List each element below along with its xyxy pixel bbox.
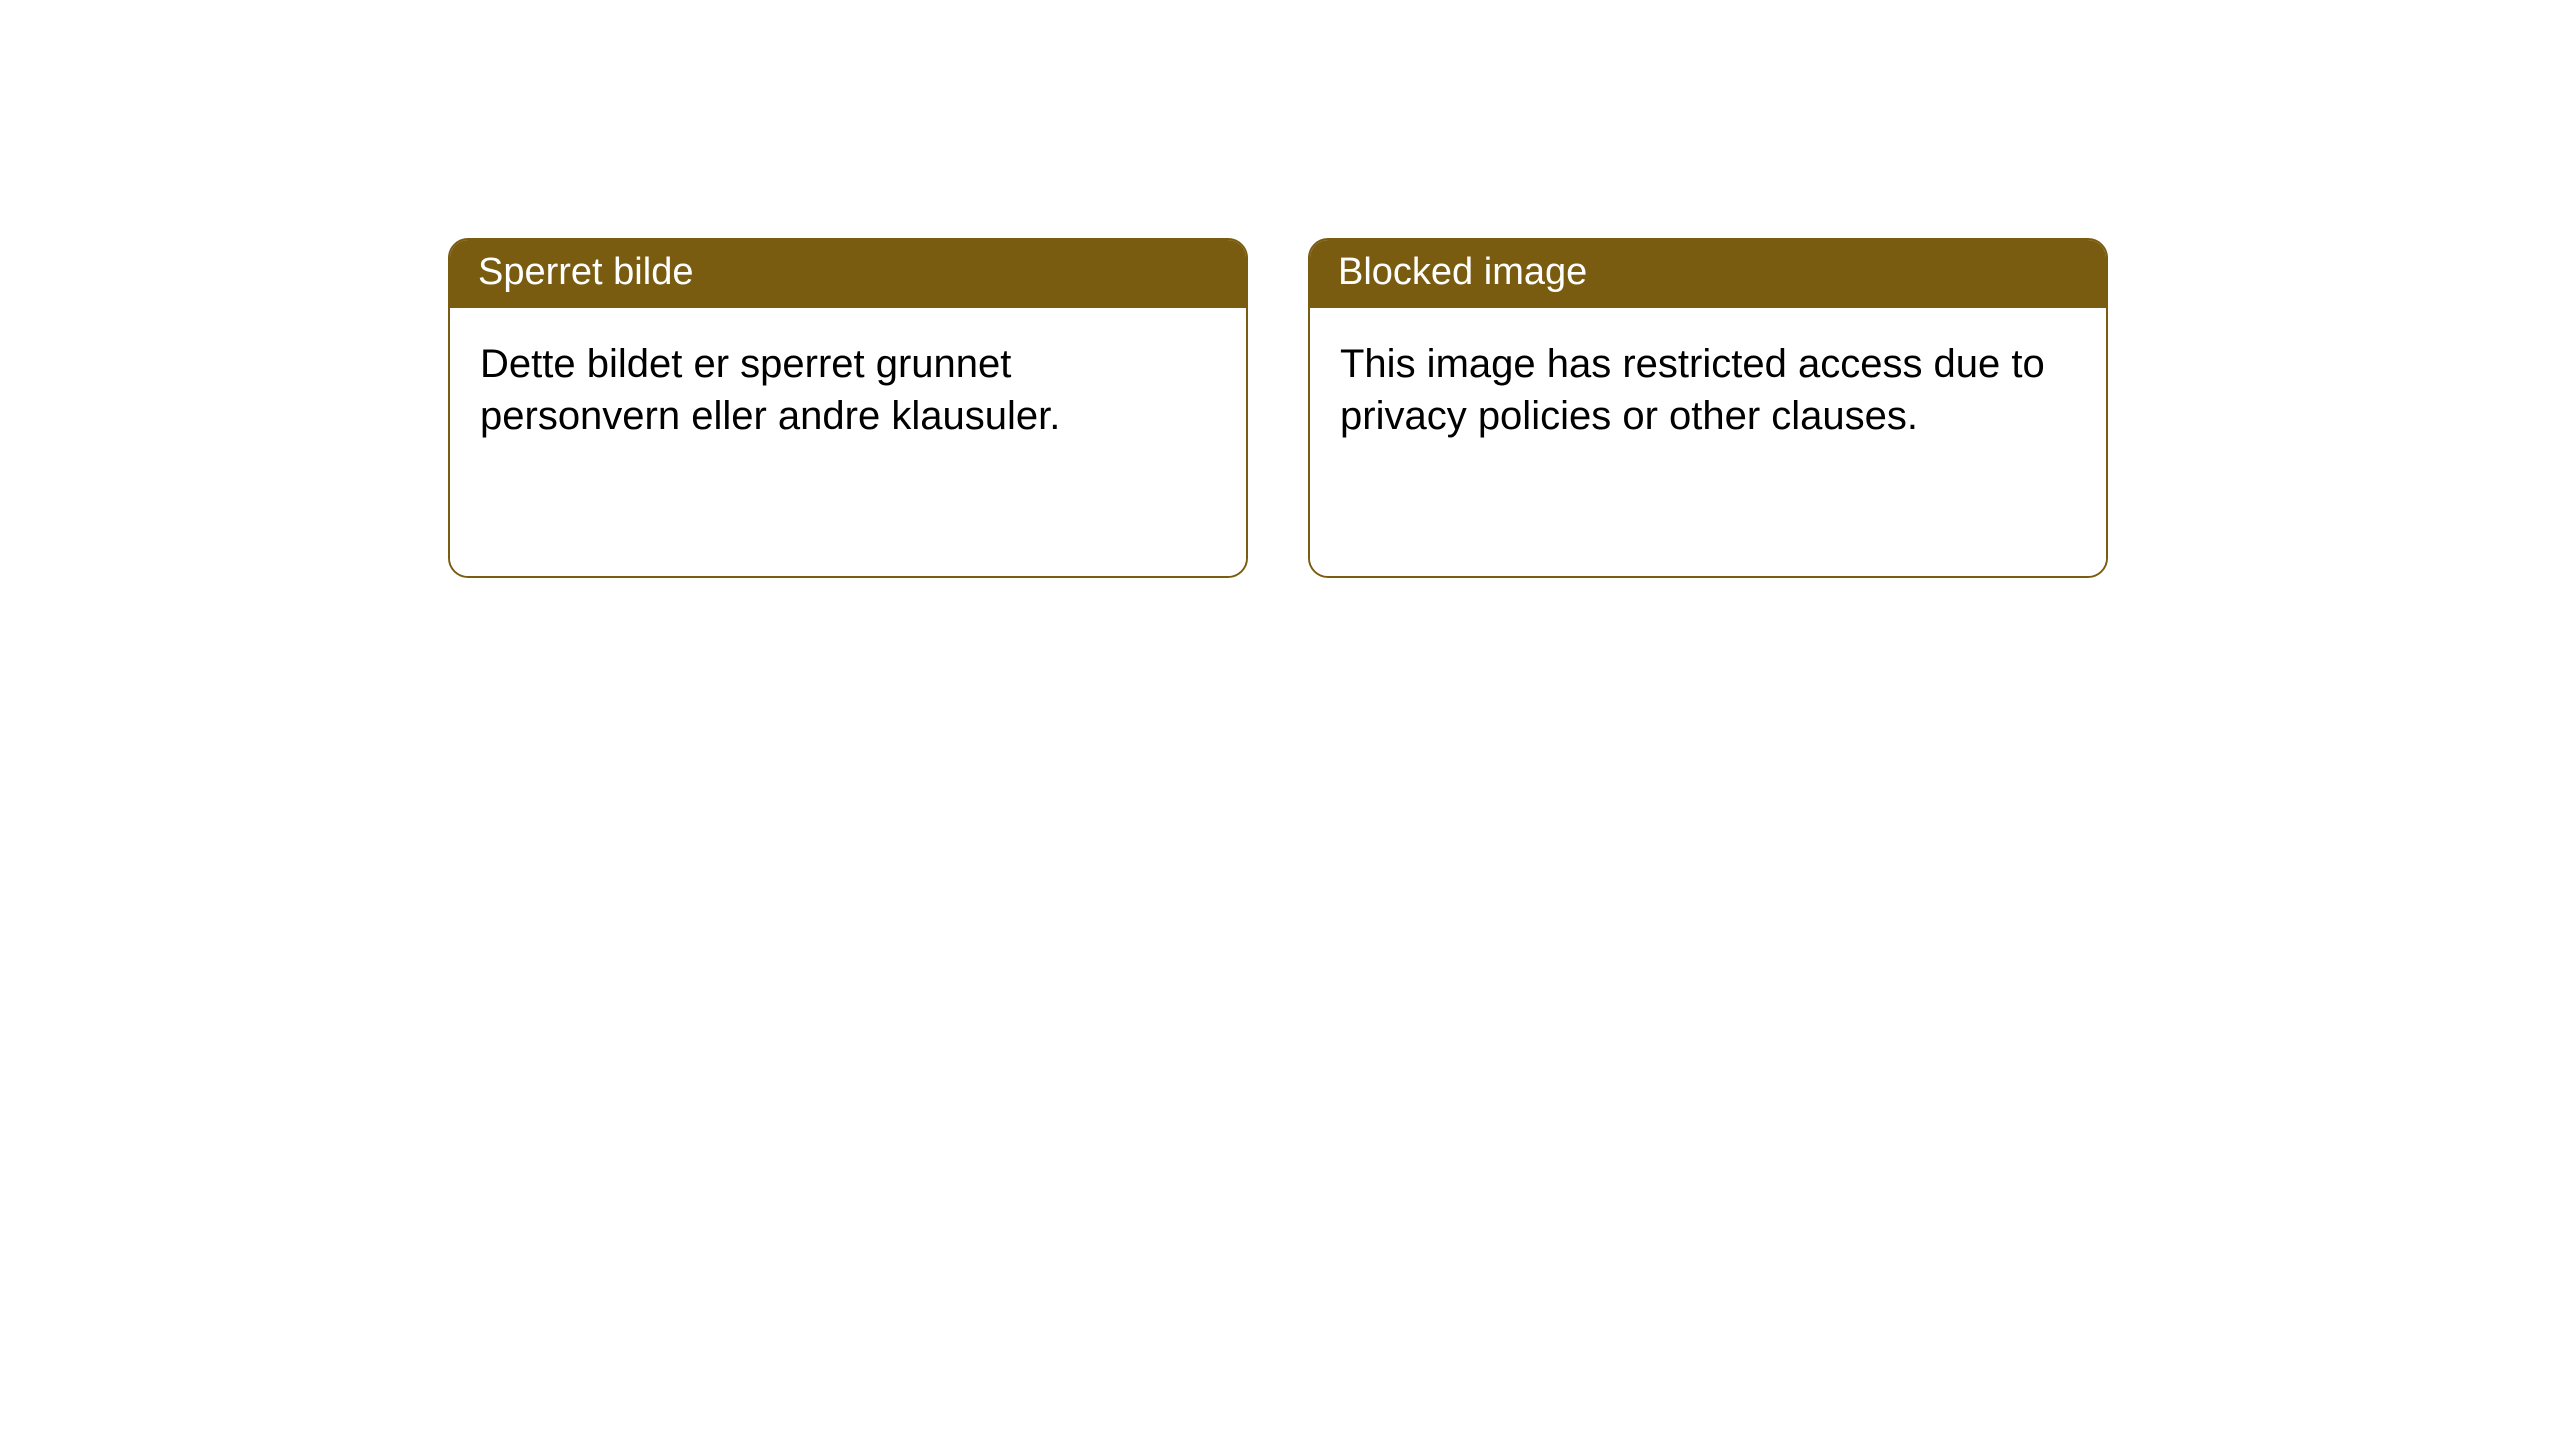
notice-header: Blocked image: [1310, 240, 2106, 308]
notice-header: Sperret bilde: [450, 240, 1246, 308]
notice-body: Dette bildet er sperret grunnet personve…: [450, 308, 1246, 576]
notice-body: This image has restricted access due to …: [1310, 308, 2106, 576]
notice-card-english: Blocked image This image has restricted …: [1308, 238, 2108, 578]
notice-card-norwegian: Sperret bilde Dette bildet er sperret gr…: [448, 238, 1248, 578]
notice-container: Sperret bilde Dette bildet er sperret gr…: [448, 238, 2108, 578]
